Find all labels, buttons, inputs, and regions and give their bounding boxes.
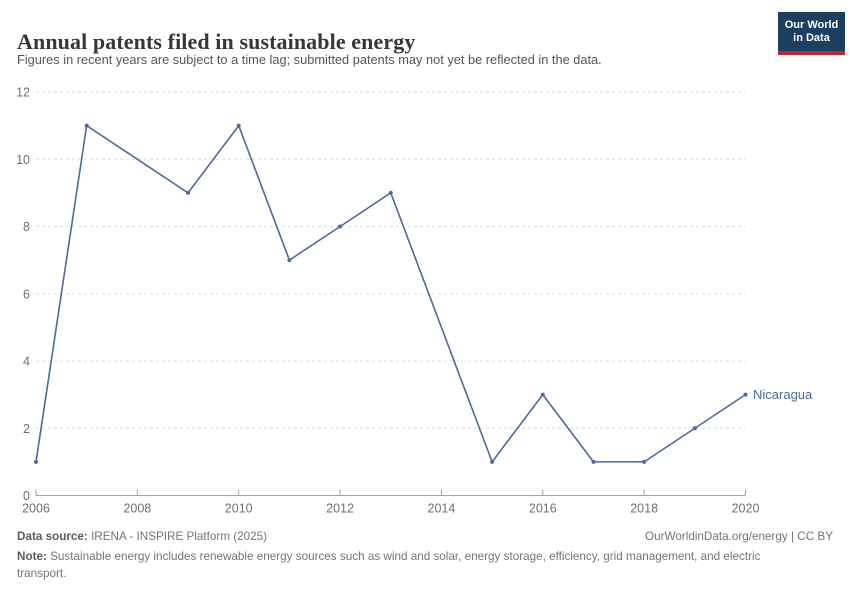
data-point-marker bbox=[388, 190, 393, 195]
owid-logo[interactable]: Our World in Data bbox=[778, 12, 845, 55]
x-tick-label: 2012 bbox=[326, 502, 354, 516]
data-point-marker bbox=[236, 123, 241, 128]
x-tick-label: 2006 bbox=[22, 502, 50, 516]
series-label-nicaragua: Nicaragua bbox=[753, 387, 813, 402]
y-tick-label: 10 bbox=[16, 153, 30, 167]
data-source-value: IRENA - INSPIRE Platform (2025) bbox=[91, 530, 268, 543]
x-tick-label: 2020 bbox=[732, 502, 760, 516]
y-tick-label: 12 bbox=[16, 86, 30, 100]
attribution: OurWorldinData.org/energy | CC BY bbox=[645, 530, 833, 543]
data-point-marker bbox=[591, 459, 596, 464]
owid-logo-line2: in Data bbox=[793, 31, 830, 44]
data-point-marker bbox=[338, 224, 343, 229]
x-tick-label: 2008 bbox=[123, 502, 151, 516]
note-text: Sustainable energy includes renewable en… bbox=[17, 549, 761, 580]
x-tick-label: 2016 bbox=[529, 502, 557, 516]
y-tick-label: 0 bbox=[23, 489, 30, 503]
x-tick-label: 2018 bbox=[630, 502, 658, 516]
data-source-line: Data source: IRENA - INSPIRE Platform (2… bbox=[17, 529, 267, 546]
data-point-marker bbox=[34, 459, 38, 464]
data-point-marker bbox=[743, 392, 748, 397]
x-tick-label: 2014 bbox=[428, 502, 456, 516]
owid-logo-line1: Our World bbox=[784, 18, 839, 31]
x-tick-label: 2010 bbox=[225, 502, 253, 516]
chart-footer: Data source: IRENA - INSPIRE Platform (2… bbox=[17, 529, 833, 583]
data-point-marker bbox=[642, 459, 647, 464]
data-source-label: Data source: bbox=[17, 530, 88, 543]
data-point-marker bbox=[540, 392, 545, 397]
y-tick-label: 8 bbox=[23, 220, 30, 234]
data-point-marker bbox=[186, 190, 191, 195]
chart-subtitle: Figures in recent years are subject to a… bbox=[17, 52, 602, 67]
data-point-marker bbox=[490, 459, 495, 464]
note-label: Note: bbox=[17, 549, 47, 563]
chart-note: Note: Sustainable energy includes renewa… bbox=[17, 549, 799, 583]
data-point-marker bbox=[692, 426, 697, 431]
y-tick-label: 2 bbox=[23, 422, 30, 436]
data-point-marker bbox=[84, 123, 89, 128]
y-tick-label: 6 bbox=[23, 287, 30, 301]
y-tick-label: 4 bbox=[23, 355, 30, 369]
data-point-marker bbox=[287, 258, 292, 263]
chart-title: Annual patents filed in sustainable ener… bbox=[17, 28, 416, 54]
